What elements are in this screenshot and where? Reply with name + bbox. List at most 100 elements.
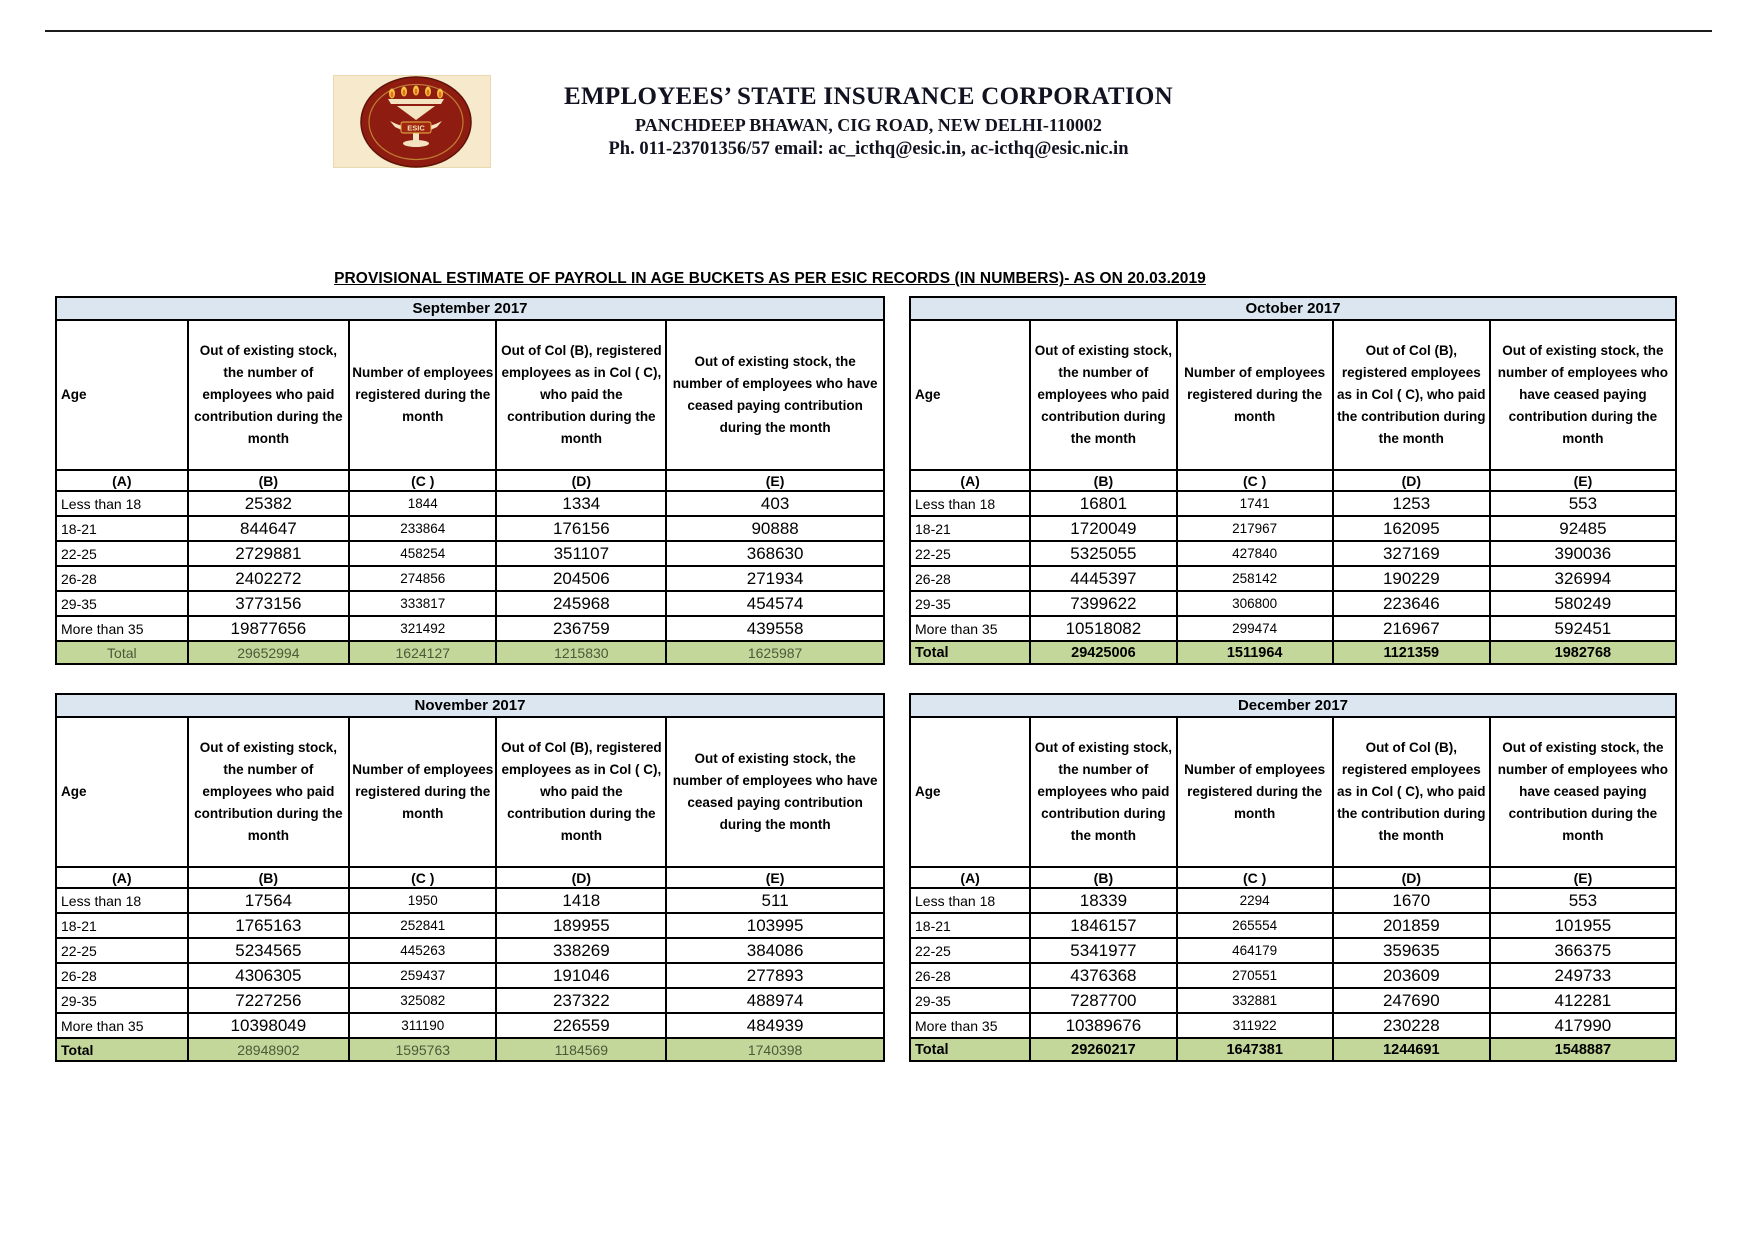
value-cell: 366375 — [1488, 937, 1678, 964]
value-cell: 1720049 — [1029, 515, 1178, 542]
column-letter: (A) — [908, 469, 1032, 492]
value-cell: 103995 — [665, 912, 885, 939]
age-cell: 29-35 — [55, 590, 189, 617]
value-cell: 265554 — [1175, 912, 1334, 939]
esic-logo-image: ESIC — [332, 74, 492, 169]
total-label: Total — [908, 640, 1032, 665]
table-row: More than 35 19877656 321492 236759 439558 — [55, 615, 885, 642]
value-cell: 203609 — [1331, 962, 1491, 989]
table-row: 26-28 4376368 270551 203609 249733 — [908, 962, 1678, 989]
value-cell: 249733 — [1488, 962, 1678, 989]
age-cell: Less than 18 — [908, 887, 1032, 914]
value-cell: 1418 — [495, 887, 668, 914]
age-cell: 22-25 — [908, 540, 1032, 567]
age-cell: 26-28 — [908, 565, 1032, 592]
value-cell: 351107 — [495, 540, 668, 567]
org-address: PANCHDEEP BHAWAN, CIG ROAD, NEW DELHI-11… — [635, 115, 1102, 135]
column-letter: (B) — [186, 866, 351, 889]
value-cell: 488974 — [665, 987, 885, 1014]
value-cell: 226559 — [495, 1012, 668, 1039]
table-row: Less than 18 25382 1844 1334 403 — [55, 490, 885, 517]
table-row: 29-35 7399622 306800 223646 580249 — [908, 590, 1678, 617]
table-row: Less than 18 18339 2294 1670 553 — [908, 887, 1678, 914]
table-row: 26-28 4445397 258142 190229 326994 — [908, 565, 1678, 592]
table-row: 18-21 1765163 252841 189955 103995 — [55, 912, 885, 939]
value-cell: 217967 — [1175, 515, 1334, 542]
value-cell: 4445397 — [1029, 565, 1178, 592]
table-row: 22-25 5234565 445263 338269 384086 — [55, 937, 885, 964]
table-row: 18-21 1846157 265554 201859 101955 — [908, 912, 1678, 939]
value-cell: 216967 — [1331, 615, 1491, 642]
value-cell: 5234565 — [186, 937, 351, 964]
value-cell: 7227256 — [186, 987, 351, 1014]
column-header-b: Out of existing stock, the number of emp… — [1029, 716, 1178, 868]
age-cell: More than 35 — [908, 1012, 1032, 1039]
column-header-c: Number of employees registered during th… — [1175, 716, 1334, 868]
value-cell: 326994 — [1488, 565, 1678, 592]
value-cell: 553 — [1488, 887, 1678, 914]
value-cell: 2402272 — [186, 565, 351, 592]
value-cell: 553 — [1488, 490, 1678, 517]
value-cell: 464179 — [1175, 937, 1334, 964]
value-cell: 204506 — [495, 565, 668, 592]
value-cell: 258142 — [1175, 565, 1334, 592]
value-cell: 458254 — [348, 540, 498, 567]
value-cell: 332881 — [1175, 987, 1334, 1014]
column-header-e: Out of existing stock, the number of emp… — [1488, 319, 1678, 471]
total-value: 1184569 — [495, 1037, 668, 1062]
total-value: 29260217 — [1029, 1037, 1178, 1062]
column-header-age: Age — [908, 319, 1032, 471]
age-cell: 22-25 — [55, 937, 189, 964]
value-cell: 245968 — [495, 590, 668, 617]
age-cell: More than 35 — [55, 615, 189, 642]
value-cell: 259437 — [348, 962, 498, 989]
value-cell: 233864 — [348, 515, 498, 542]
value-cell: 390036 — [1488, 540, 1678, 567]
value-cell: 90888 — [665, 515, 885, 542]
table-november-2017: November 2017 Age Out of existing stock, t… — [55, 693, 885, 1062]
value-cell: 325082 — [348, 987, 498, 1014]
column-letter: (B) — [1029, 866, 1178, 889]
total-label: Total — [55, 1037, 189, 1062]
value-cell: 223646 — [1331, 590, 1491, 617]
value-cell: 252841 — [348, 912, 498, 939]
month-header: October 2017 — [909, 296, 1677, 321]
value-cell: 1253 — [1331, 490, 1491, 517]
value-cell: 247690 — [1331, 987, 1491, 1014]
column-letter: (D) — [495, 469, 668, 492]
table-october-2017: October 2017 Age Out of existing stock, th… — [908, 296, 1678, 665]
flames-icon — [389, 85, 443, 99]
column-letter: (C ) — [1175, 469, 1334, 492]
column-letter: (E) — [665, 469, 885, 492]
value-cell: 1950 — [348, 887, 498, 914]
total-value: 1215830 — [495, 640, 668, 665]
column-letter: (A) — [55, 469, 189, 492]
total-value: 29652994 — [186, 640, 351, 665]
value-cell: 270551 — [1175, 962, 1334, 989]
column-letter: (E) — [665, 866, 885, 889]
org-contact: Ph. 011-23701356/57 email: ac_icthq@esic… — [608, 139, 1129, 159]
value-cell: 236759 — [495, 615, 668, 642]
value-cell: 445263 — [348, 937, 498, 964]
value-cell: 311922 — [1175, 1012, 1334, 1039]
column-letter: (C ) — [348, 866, 498, 889]
table-row: 18-21 844647 233864 176156 90888 — [55, 515, 885, 542]
value-cell: 176156 — [495, 515, 668, 542]
value-cell: 201859 — [1331, 912, 1491, 939]
value-cell: 162095 — [1331, 515, 1491, 542]
table-row: 22-25 5341977 464179 359635 366375 — [908, 937, 1678, 964]
age-cell: 26-28 — [908, 962, 1032, 989]
age-cell: 26-28 — [55, 962, 189, 989]
total-value: 1548887 — [1488, 1037, 1678, 1062]
table-september-2017: September 2017 Age Out of existing stock, … — [55, 296, 885, 665]
value-cell: 18339 — [1029, 887, 1178, 914]
total-value: 1511964 — [1175, 640, 1334, 665]
age-cell: 18-21 — [55, 912, 189, 939]
age-cell: Less than 18 — [908, 490, 1032, 517]
value-cell: 439558 — [665, 615, 885, 642]
column-letter: (B) — [1029, 469, 1178, 492]
column-header-b: Out of existing stock, the number of emp… — [186, 319, 351, 471]
value-cell: 580249 — [1488, 590, 1678, 617]
column-letter: (D) — [495, 866, 668, 889]
value-cell: 10398049 — [186, 1012, 351, 1039]
